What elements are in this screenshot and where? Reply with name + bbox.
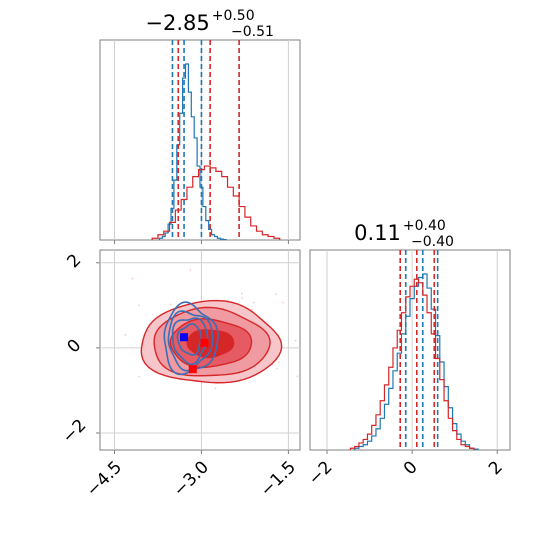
y-tick-label: 0 [64, 335, 86, 357]
title-value: −2.85 [145, 11, 209, 35]
axes-frame [309, 249, 511, 451]
title-lower-error: −0.40 [411, 234, 454, 250]
blue-contour-level-3 [171, 317, 209, 366]
x-tick-label: −1.5 [257, 457, 300, 500]
x-ticks [113, 240, 289, 244]
x-tick-label: 0 [400, 457, 422, 479]
blue-contour-level-1 [163, 301, 219, 376]
marker-3 [188, 365, 197, 374]
sample-point [278, 361, 280, 364]
axes-frame [99, 39, 301, 241]
histogram-series-2 [349, 278, 475, 450]
panel-title: 0.11 +0.40 [354, 218, 446, 245]
sample-point [252, 301, 255, 304]
sample-point [240, 292, 243, 295]
y-tick-label: −2 [59, 416, 91, 448]
x-tick-label: −3.0 [170, 457, 213, 500]
sample-point [138, 304, 141, 307]
sample-point [169, 303, 172, 306]
sample-point [138, 375, 141, 378]
marker-2 [200, 338, 209, 347]
sample-point [251, 308, 254, 311]
y-tick-label: 2 [64, 250, 86, 272]
panel-title: −2.85 +0.50 [145, 8, 254, 35]
title-upper-error: +0.40 [403, 218, 446, 234]
sample-point [294, 339, 297, 342]
sample-point [271, 363, 274, 366]
blue-contour-level-2 [167, 310, 214, 372]
x-ticks: −2 0 2 [305, 450, 507, 489]
plot-area [124, 269, 304, 390]
histogram-series-1 [158, 63, 227, 240]
title-lower-error: −0.51 [231, 24, 274, 40]
sample-point [124, 333, 127, 336]
grid [100, 250, 300, 450]
histogram-series-2 [151, 165, 281, 240]
sample-point [214, 387, 217, 390]
sample-point [189, 269, 192, 271]
marker-1 [180, 333, 189, 342]
x-tick-label: −4.5 [83, 457, 126, 500]
sample-point [296, 375, 299, 378]
plot-area [349, 250, 479, 450]
sample-point [241, 296, 244, 299]
marginal-panel-param-1: −2.85 +0.50 −0.51 [99, 8, 301, 244]
title-upper-error: +0.50 [212, 8, 255, 24]
blue-contour-level-4 [176, 323, 203, 356]
sample-point [281, 301, 284, 304]
sample-point [275, 367, 278, 370]
joint-panel: −4.5 −3.0 −1.5 −2 0 2 [59, 249, 304, 501]
x-tick-label: −2 [305, 457, 337, 489]
title-value: 0.11 [354, 221, 401, 245]
marginal-panel-param-2: −2 0 2 0.11 +0.40 −0.40 [305, 218, 511, 489]
x-tick-label: 2 [485, 457, 507, 479]
sample-point [302, 313, 304, 315]
sample-point [131, 277, 134, 280]
sample-point [275, 293, 277, 296]
grid [326, 250, 498, 450]
plot-area [151, 40, 281, 240]
